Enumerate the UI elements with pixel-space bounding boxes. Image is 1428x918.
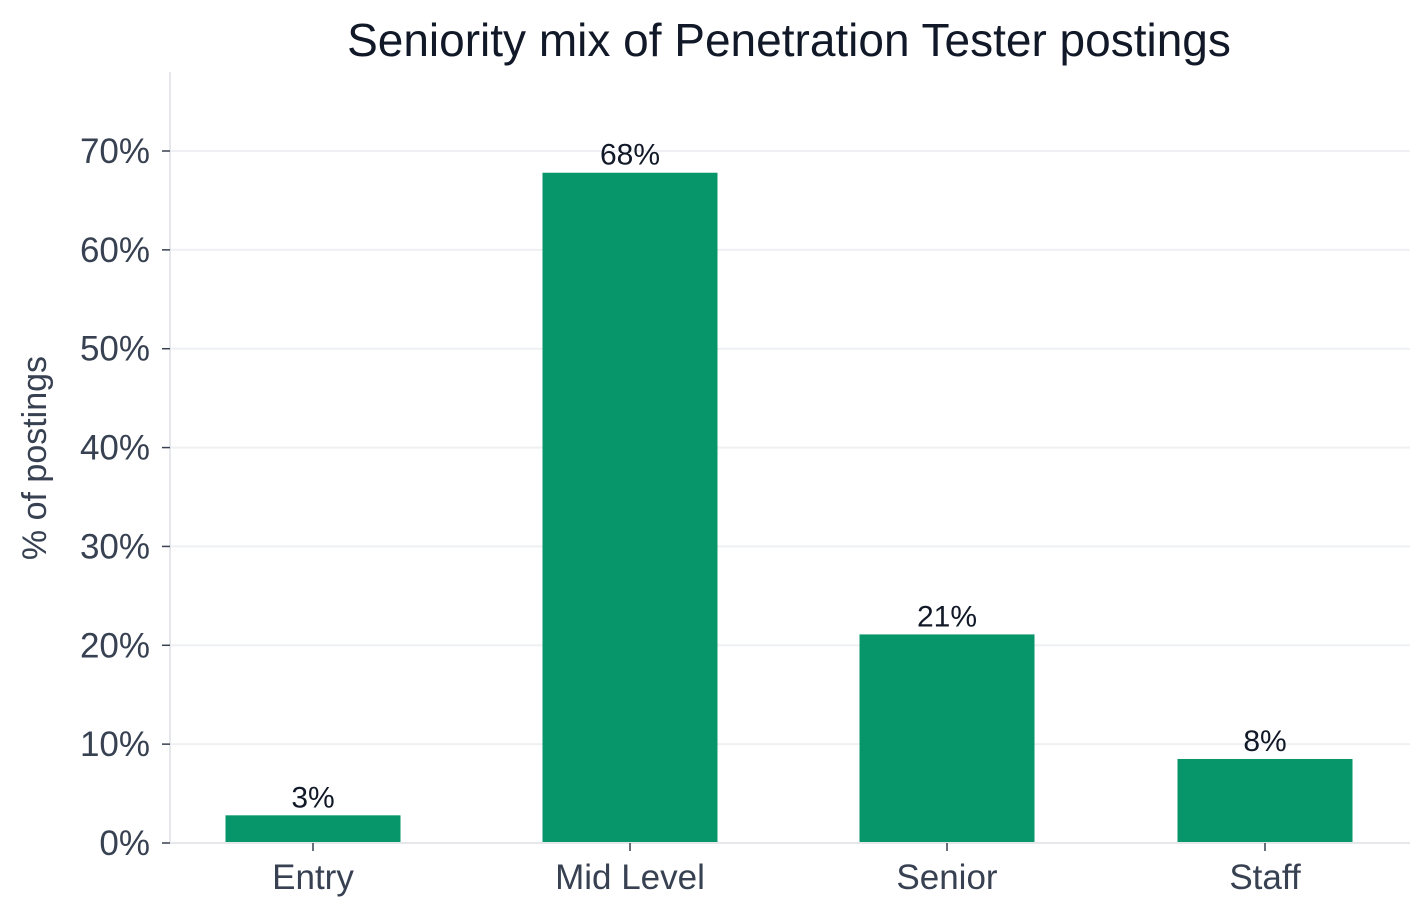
bar-entry <box>225 815 401 843</box>
chart-title: Seniority mix of Penetration Tester post… <box>347 14 1231 66</box>
axes <box>169 72 1410 844</box>
bar-senior <box>859 634 1035 843</box>
y-tick-label: 40% <box>80 429 150 468</box>
data-label: 21% <box>917 600 977 633</box>
y-tick-label: 60% <box>80 231 150 270</box>
data-label: 68% <box>600 139 660 172</box>
bar-staff <box>1177 758 1353 843</box>
x-tick-label: Staff <box>1229 858 1301 897</box>
x-tick-label: Entry <box>272 858 354 897</box>
y-tick-label: 30% <box>80 527 150 566</box>
y-tick-label: 50% <box>80 330 150 369</box>
y-tick-label: 70% <box>80 132 150 171</box>
bars <box>225 172 1353 844</box>
y-tick-label: 20% <box>80 626 150 665</box>
x-tick-label: Senior <box>896 858 998 897</box>
gridlines <box>170 150 1410 746</box>
y-axis-label: % of postings <box>16 356 54 560</box>
y-ticks: 0% 10% 20% 30% 40% 50% 60% 70% <box>80 132 170 863</box>
bar-mid-level <box>542 172 718 844</box>
x-tick-label: Mid Level <box>555 858 705 897</box>
y-tick-label: 0% <box>99 824 150 863</box>
data-label: 3% <box>291 781 334 814</box>
data-label: 8% <box>1243 725 1286 758</box>
data-labels: 3% 68% 21% 8% <box>291 139 1286 815</box>
y-tick-label: 10% <box>80 725 150 764</box>
x-ticks: Entry Mid Level Senior Staff <box>272 843 1301 897</box>
